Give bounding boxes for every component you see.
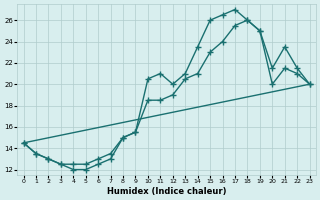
X-axis label: Humidex (Indice chaleur): Humidex (Indice chaleur) [107, 187, 226, 196]
